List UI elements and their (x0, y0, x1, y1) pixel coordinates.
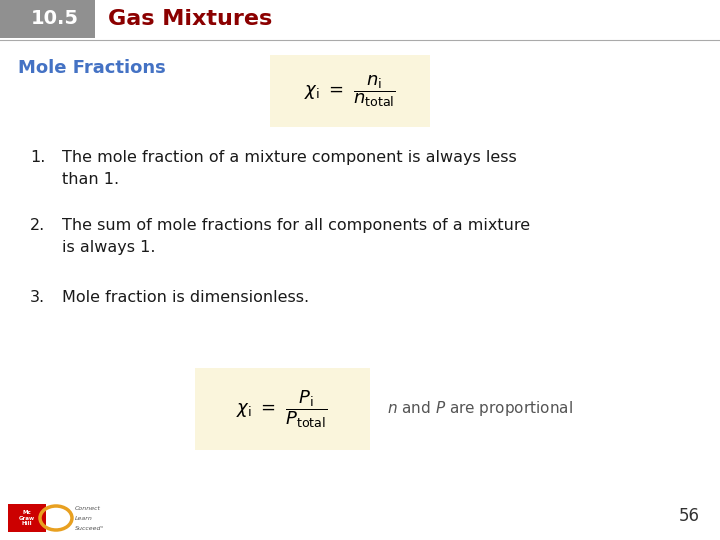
Text: 1.: 1. (30, 150, 45, 165)
Text: 10.5: 10.5 (31, 10, 79, 29)
Text: 56: 56 (679, 507, 700, 525)
FancyBboxPatch shape (270, 55, 430, 127)
Text: 3.: 3. (30, 290, 45, 305)
Text: Gas Mixtures: Gas Mixtures (108, 9, 272, 29)
Text: Connect: Connect (75, 506, 101, 511)
Text: 2.: 2. (30, 218, 45, 233)
Text: Mole fraction is dimensionless.: Mole fraction is dimensionless. (62, 290, 309, 305)
Text: Learn: Learn (75, 516, 93, 521)
Text: Mc
Graw
Hill: Mc Graw Hill (19, 510, 35, 526)
Text: is always 1.: is always 1. (62, 240, 156, 255)
FancyBboxPatch shape (8, 504, 46, 532)
Text: The sum of mole fractions for all components of a mixture: The sum of mole fractions for all compon… (62, 218, 530, 233)
Text: $\chi_\mathrm{i}\ =\ \dfrac{n_\mathrm{i}}{n_\mathrm{total}}$: $\chi_\mathrm{i}\ =\ \dfrac{n_\mathrm{i}… (304, 73, 396, 109)
Text: than 1.: than 1. (62, 172, 119, 187)
Text: Succeed°: Succeed° (75, 526, 104, 531)
FancyBboxPatch shape (0, 0, 95, 38)
Text: Mole Fractions: Mole Fractions (18, 59, 166, 77)
Text: The mole fraction of a mixture component is always less: The mole fraction of a mixture component… (62, 150, 517, 165)
FancyBboxPatch shape (195, 368, 370, 450)
Text: $n$ and $P$ are proportional: $n$ and $P$ are proportional (387, 400, 573, 419)
Text: $\chi_\mathrm{i}\ =\ \dfrac{P_\mathrm{i}}{P_\mathrm{total}}$: $\chi_\mathrm{i}\ =\ \dfrac{P_\mathrm{i}… (236, 388, 328, 430)
